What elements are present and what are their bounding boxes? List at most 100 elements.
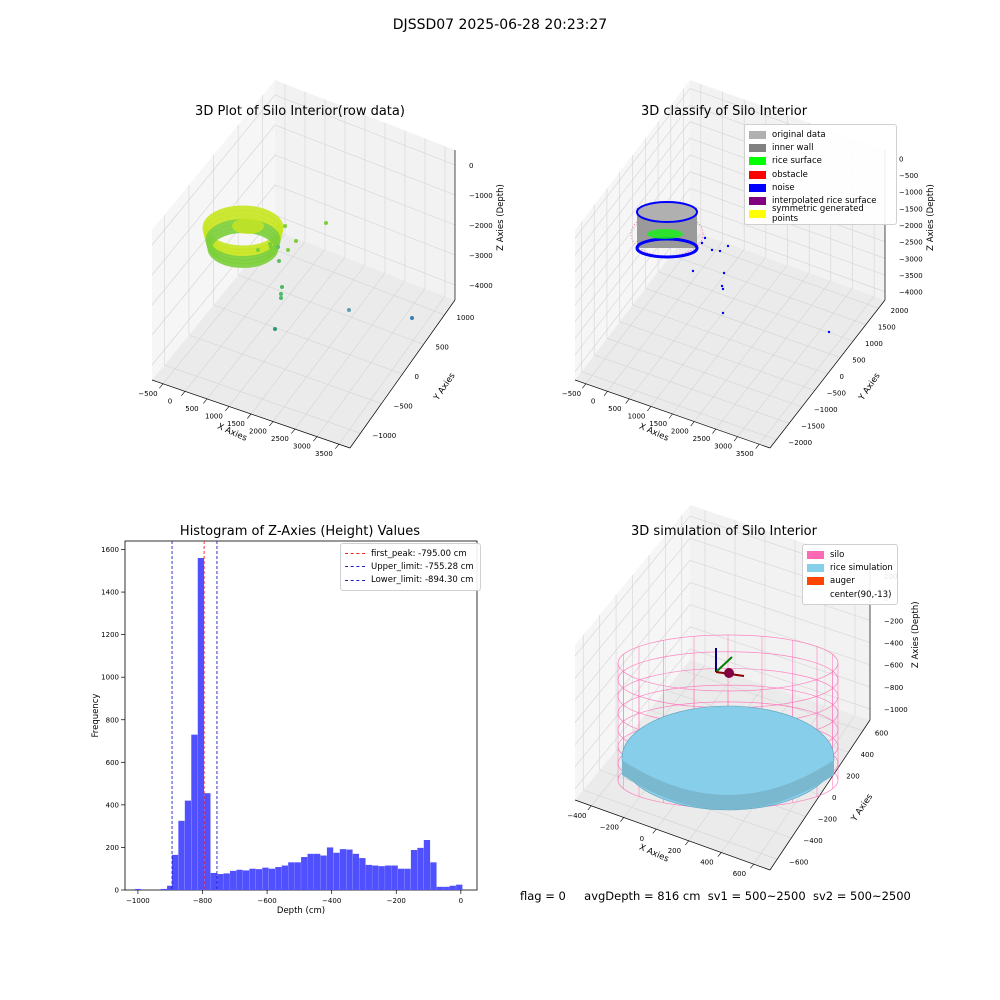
plot2-xtick	[668, 413, 673, 419]
legend-label: original data	[772, 129, 826, 140]
plot2-xtick	[603, 391, 608, 397]
plot2-top-rim	[636, 201, 698, 223]
plot4-xtick-label: −400	[567, 812, 586, 820]
plot1-xtick-label: 2000	[249, 428, 267, 436]
plot1-point	[324, 221, 328, 225]
plot1-zgrid	[151, 154, 456, 306]
plot4-xtick-label: 200	[668, 847, 681, 855]
plot4-xtick-label: 400	[700, 859, 713, 867]
plot4-ztick-label: −1000	[884, 706, 908, 714]
plot4-shapes	[617, 634, 839, 811]
plot2-floor-pane	[575, 230, 885, 448]
histogram-ylabel: Frequency	[91, 694, 101, 738]
plot1-inner-blob	[232, 218, 264, 234]
plot4-zgrid	[574, 648, 871, 790]
plot1-xtick-label: 500	[185, 405, 198, 413]
sv2-text: sv2 = 500~2500	[812, 889, 911, 903]
legend-item-rice-simulation: rice simulation	[807, 561, 893, 574]
plot2-zlabel: Z Axies (Depth)	[926, 184, 936, 251]
histogram-bar	[326, 847, 334, 890]
histogram-bar	[404, 868, 411, 890]
plot2-xtick	[690, 421, 695, 427]
plot2-ytick-label: −1500	[801, 422, 825, 430]
plot1-ytick-label: −1000	[373, 432, 397, 440]
plot2-xtick	[755, 444, 760, 449]
plot4-xtick	[587, 805, 592, 811]
plot4-rice-edge	[622, 760, 834, 810]
plot1-ytick-label: 500	[436, 343, 449, 351]
histogram-ytick-label: 1200	[101, 631, 119, 639]
plot1-x-axis-line	[151, 379, 351, 449]
histogram-bar	[210, 872, 217, 890]
plot2-ylabel: Y Axies	[857, 371, 883, 403]
plot4-ztick-label: −800	[884, 684, 903, 692]
legend-item-original-data: original data	[749, 128, 892, 141]
legend-line	[345, 566, 365, 568]
legend-label: rice surface	[772, 156, 822, 167]
histogram-xtick-label: −800	[193, 897, 212, 905]
legend-swatch	[749, 143, 766, 152]
legend-swatch	[807, 563, 824, 572]
plot1-xtick	[225, 406, 230, 412]
plot2-ytick-label: −1000	[814, 406, 838, 414]
plot4-ygrid	[583, 789, 778, 860]
histogram-bar	[230, 870, 237, 890]
plot1-ygrid	[262, 244, 445, 316]
histogram-bar	[171, 854, 179, 890]
legend-label: symmetric generated points	[772, 204, 864, 225]
legend-item-obstacle: obstacle	[749, 168, 892, 181]
plot1-xtick	[269, 421, 274, 427]
plot1-point	[256, 248, 260, 252]
plot4-ztick-label: −600	[884, 662, 903, 670]
histogram-bar	[385, 865, 392, 890]
plot2-noise-point	[720, 284, 724, 288]
plot4-y-axis-line	[769, 719, 871, 871]
histogram-bar	[417, 847, 424, 890]
plot2-ztick-label: −1000	[899, 189, 923, 197]
histogram-ytick-label: 400	[106, 801, 119, 809]
plot2-xtick	[647, 406, 652, 412]
histogram-bar	[294, 862, 301, 890]
plot2-ygrid	[657, 271, 854, 342]
histogram-frame	[124, 540, 478, 891]
plot2-points	[630, 201, 831, 334]
plot1-ytick-label: 1000	[457, 314, 475, 322]
plot2-noise-point	[691, 269, 695, 273]
plot2-xtick-label: 1000	[628, 412, 646, 420]
plot2-noise-point	[721, 287, 725, 291]
legend-label: center(90,-13)	[830, 589, 892, 600]
legend-item-noise: noise	[749, 181, 892, 194]
plot4-center-point	[724, 668, 734, 678]
histogram-bar	[365, 864, 372, 890]
plot2-ygrid	[619, 321, 815, 391]
plot1-xtick-label: 3000	[293, 443, 311, 451]
legend-label: inner wall	[772, 142, 814, 153]
legend-item-first-peak: first_peak: -795.00 cm	[345, 547, 476, 560]
histogram-bar	[134, 888, 142, 890]
histogram-bar	[436, 886, 444, 890]
legend-item-symmetric: symmetric generated points	[749, 204, 892, 224]
plot1-points	[202, 205, 414, 331]
histogram-bar	[410, 849, 418, 890]
plot4-ylabel: Y Axies	[849, 792, 875, 824]
plot1-point	[277, 259, 281, 263]
histogram-bar	[378, 866, 385, 890]
plot1-ztick-label: 0	[469, 162, 473, 170]
plot2-rice-surface	[647, 229, 683, 239]
legend-swatch	[749, 130, 766, 139]
legend-label: silo	[830, 549, 845, 560]
plot1-xtick	[203, 398, 208, 404]
plot2-ztick-label: −4000	[899, 289, 923, 297]
histogram-bar	[167, 885, 174, 890]
histogram-bar	[268, 868, 276, 890]
plot4-xlabel: X Axies	[637, 843, 670, 865]
plot1-zgrid	[151, 184, 456, 336]
histogram-xtick-label: −600	[257, 897, 276, 905]
plot1-point	[347, 308, 351, 312]
plot2-xtick	[712, 428, 717, 434]
plot4-ytick-label: −200	[818, 815, 837, 823]
legend-item-auger: auger	[807, 575, 893, 588]
plot1-xtick-label: 0	[168, 397, 172, 405]
plot1-y-axis-line	[349, 299, 456, 449]
histogram-ytick-label: 600	[106, 759, 119, 767]
